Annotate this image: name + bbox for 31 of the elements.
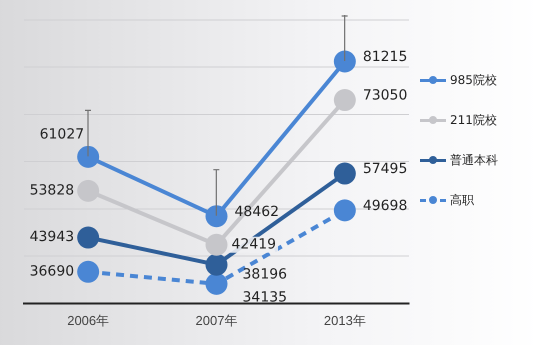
point bbox=[206, 254, 228, 276]
x-tick-label: 2007年 bbox=[196, 312, 238, 328]
x-tick-label: 2006年 bbox=[67, 312, 110, 328]
legend-label: 普通本科 bbox=[450, 152, 498, 168]
legend-label: 211院校 bbox=[450, 112, 497, 128]
data-label: 36690 bbox=[30, 263, 74, 280]
point bbox=[206, 234, 228, 256]
point bbox=[334, 89, 356, 112]
data-label: 57495 bbox=[362, 161, 408, 178]
point bbox=[77, 146, 100, 168]
data-label: 81215 bbox=[362, 49, 408, 66]
point bbox=[206, 205, 228, 228]
data-label: 49698 bbox=[362, 198, 408, 214]
legend-label: 985院校 bbox=[450, 72, 497, 88]
data-label: 48462 bbox=[234, 204, 280, 220]
data-label: 38196 bbox=[242, 266, 288, 282]
data-label: 73050 bbox=[362, 88, 408, 104]
point bbox=[334, 199, 356, 222]
data-label: 42419 bbox=[232, 236, 276, 252]
legend-label: 高职 bbox=[450, 192, 474, 208]
point bbox=[206, 272, 228, 295]
x-tick-label: 2013年 bbox=[324, 312, 366, 328]
data-label: 43943 bbox=[30, 229, 74, 246]
data-label: 53828 bbox=[30, 182, 74, 198]
point bbox=[77, 260, 100, 283]
point bbox=[334, 50, 356, 72]
point bbox=[77, 180, 100, 202]
point bbox=[77, 226, 100, 249]
point bbox=[334, 162, 356, 185]
data-label: 61027 bbox=[40, 126, 84, 142]
data-label: 34135 bbox=[242, 290, 288, 306]
